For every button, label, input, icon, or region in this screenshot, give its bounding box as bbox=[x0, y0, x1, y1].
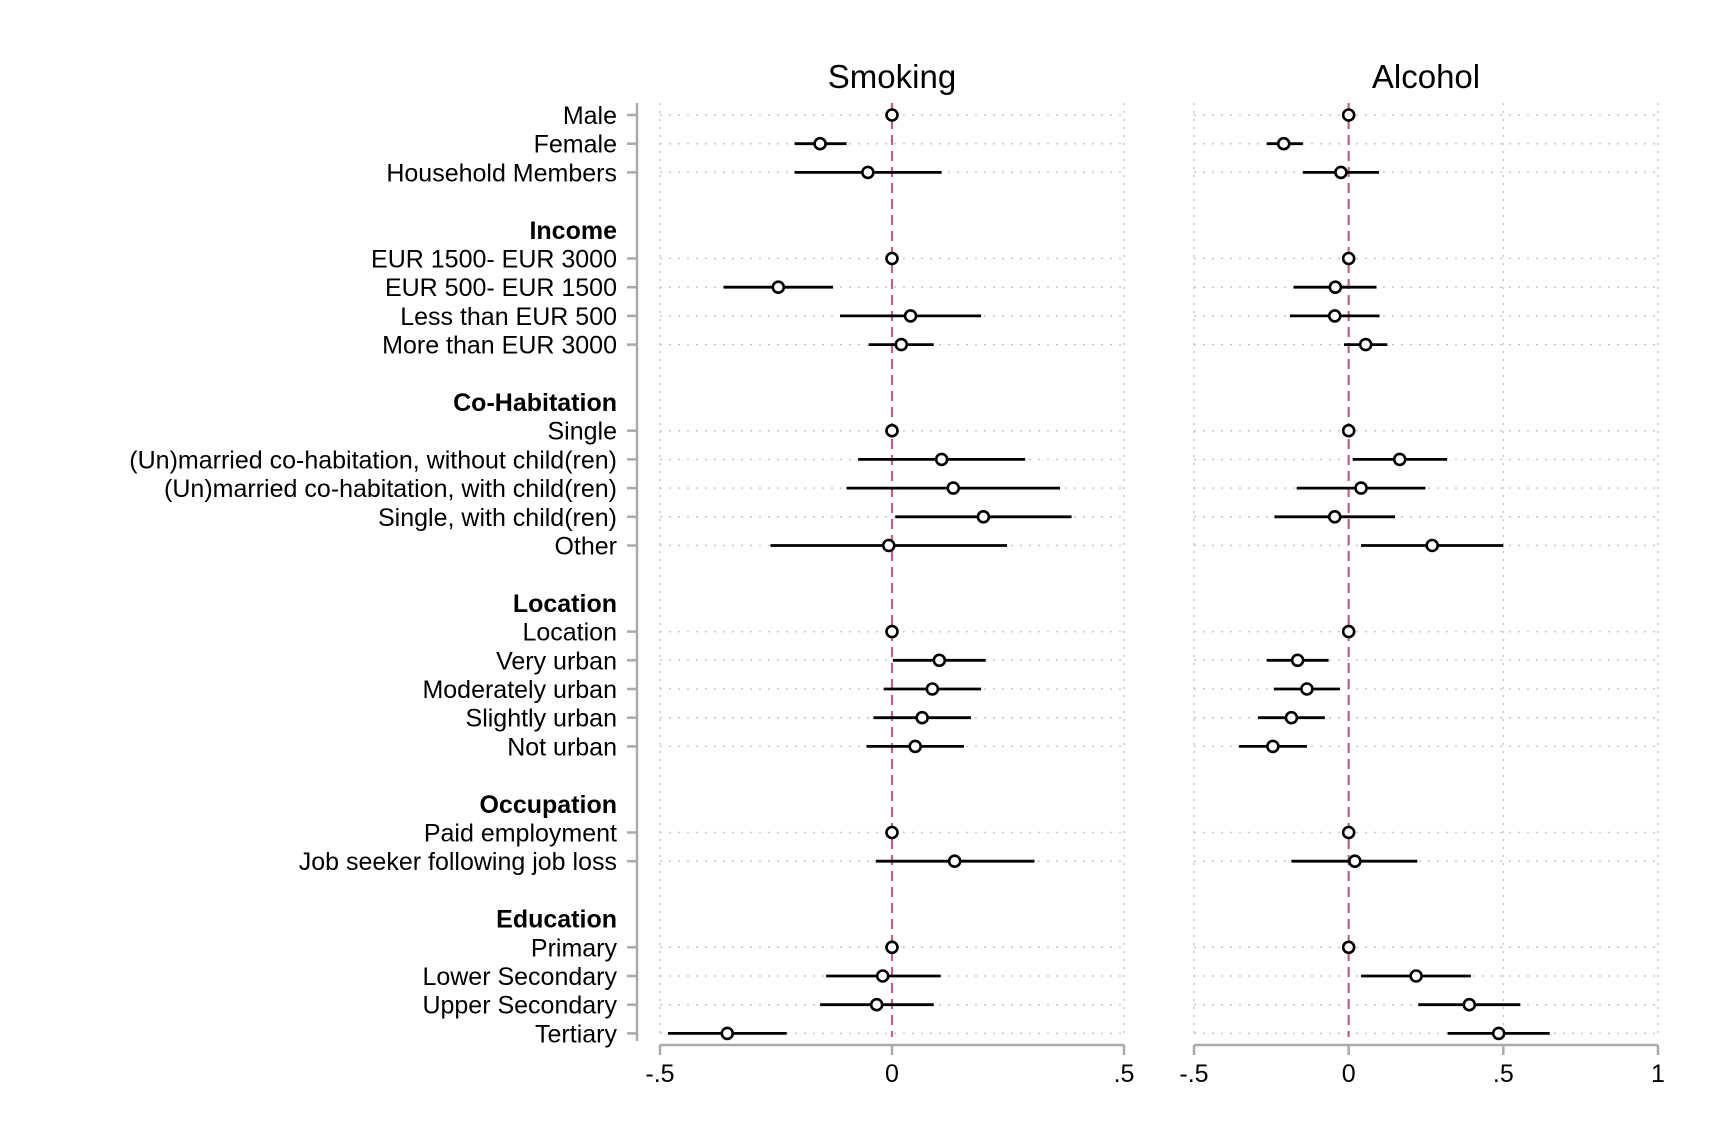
point-estimate bbox=[1392, 452, 1407, 467]
point-estimate bbox=[1341, 825, 1356, 840]
point-estimate bbox=[1358, 337, 1373, 352]
row-label: Paid employment bbox=[424, 820, 617, 848]
point-estimate bbox=[1354, 481, 1368, 495]
row-label: Very urban bbox=[496, 647, 617, 675]
point-estimate bbox=[1341, 423, 1356, 438]
row-heading: Education bbox=[496, 906, 617, 934]
point-estimate bbox=[1491, 1026, 1506, 1041]
row-heading: Occupation bbox=[479, 791, 617, 819]
point-estimate bbox=[903, 309, 918, 323]
point-estimate bbox=[1284, 710, 1299, 725]
point-estimate bbox=[885, 251, 899, 266]
point-estimate bbox=[934, 452, 949, 467]
x-tick-label: .5 bbox=[1114, 1060, 1135, 1088]
point-estimate bbox=[720, 1026, 735, 1041]
row-label: Single bbox=[548, 418, 618, 446]
point-estimate bbox=[1276, 136, 1291, 151]
row-heading: Income bbox=[529, 217, 617, 245]
point-estimate bbox=[885, 940, 899, 955]
row-label: Other bbox=[554, 533, 617, 561]
panel-title-smoking: Smoking bbox=[828, 58, 956, 95]
point-estimate bbox=[875, 969, 890, 983]
x-tick-label: 1 bbox=[1651, 1060, 1665, 1088]
row-label: Household Members bbox=[386, 159, 617, 187]
point-estimate bbox=[885, 825, 899, 840]
row-label: EUR 500- EUR 1500 bbox=[385, 274, 617, 302]
row-label: Slightly urban bbox=[466, 705, 617, 733]
point-estimate bbox=[885, 423, 899, 438]
row-label: Lower Secondary bbox=[422, 963, 617, 991]
point-estimate bbox=[925, 682, 940, 696]
point-estimate bbox=[881, 538, 896, 553]
row-label: Job seeker following job loss bbox=[299, 848, 617, 876]
point-estimate bbox=[885, 624, 899, 639]
point-estimate bbox=[1341, 940, 1356, 955]
row-label: Female bbox=[534, 131, 617, 159]
point-estimate bbox=[1425, 538, 1439, 553]
x-tick-label: 0 bbox=[1342, 1060, 1356, 1088]
row-label: (Un)married co-habitation, with child(re… bbox=[164, 475, 617, 503]
point-estimate bbox=[1300, 682, 1314, 696]
row-label: (Un)married co-habitation, without child… bbox=[129, 446, 617, 474]
point-estimate bbox=[861, 165, 875, 180]
row-label: Not urban bbox=[507, 733, 617, 761]
point-estimate bbox=[1341, 108, 1356, 122]
row-heading: Location bbox=[513, 590, 617, 618]
row-label: Tertiary bbox=[535, 1020, 617, 1048]
x-tick-label: -.5 bbox=[1179, 1060, 1208, 1088]
point-estimate bbox=[813, 136, 827, 151]
point-estimate bbox=[1290, 653, 1305, 668]
row-label: Less than EUR 500 bbox=[400, 303, 617, 331]
point-estimate bbox=[885, 108, 899, 122]
point-estimate bbox=[1327, 509, 1342, 524]
point-estimate bbox=[1409, 969, 1423, 983]
row-label: Location bbox=[522, 619, 617, 647]
point-estimate bbox=[915, 710, 929, 725]
point-estimate bbox=[1462, 997, 1477, 1012]
point-estimate bbox=[947, 854, 962, 869]
x-tick-label: -.5 bbox=[645, 1060, 674, 1088]
row-label: Moderately urban bbox=[422, 676, 617, 704]
row-label: EUR 1500- EUR 3000 bbox=[371, 246, 617, 274]
row-label: More than EUR 3000 bbox=[382, 332, 617, 360]
point-estimate bbox=[1266, 739, 1280, 754]
point-estimate bbox=[1328, 280, 1343, 295]
row-label: Single, with child(ren) bbox=[378, 504, 617, 532]
point-estimate bbox=[932, 653, 947, 668]
point-estimate bbox=[1341, 251, 1356, 266]
x-tick-label: 0 bbox=[885, 1060, 899, 1088]
point-estimate bbox=[1327, 309, 1342, 323]
x-tick-label: .5 bbox=[1493, 1060, 1514, 1088]
point-estimate bbox=[869, 997, 884, 1012]
point-estimate bbox=[976, 509, 991, 524]
point-estimate bbox=[1341, 624, 1356, 639]
row-label: Upper Secondary bbox=[422, 992, 617, 1020]
row-label: Male bbox=[563, 102, 617, 130]
point-estimate bbox=[894, 337, 909, 352]
row-heading: Co-Habitation bbox=[453, 389, 617, 417]
point-estimate bbox=[908, 739, 923, 754]
point-estimate bbox=[771, 280, 786, 295]
point-estimate bbox=[1334, 165, 1348, 180]
point-estimate bbox=[946, 481, 961, 495]
row-label: Primary bbox=[531, 934, 618, 962]
point-estimate bbox=[1348, 854, 1362, 869]
panel-title-alcohol: Alcohol bbox=[1372, 58, 1480, 95]
